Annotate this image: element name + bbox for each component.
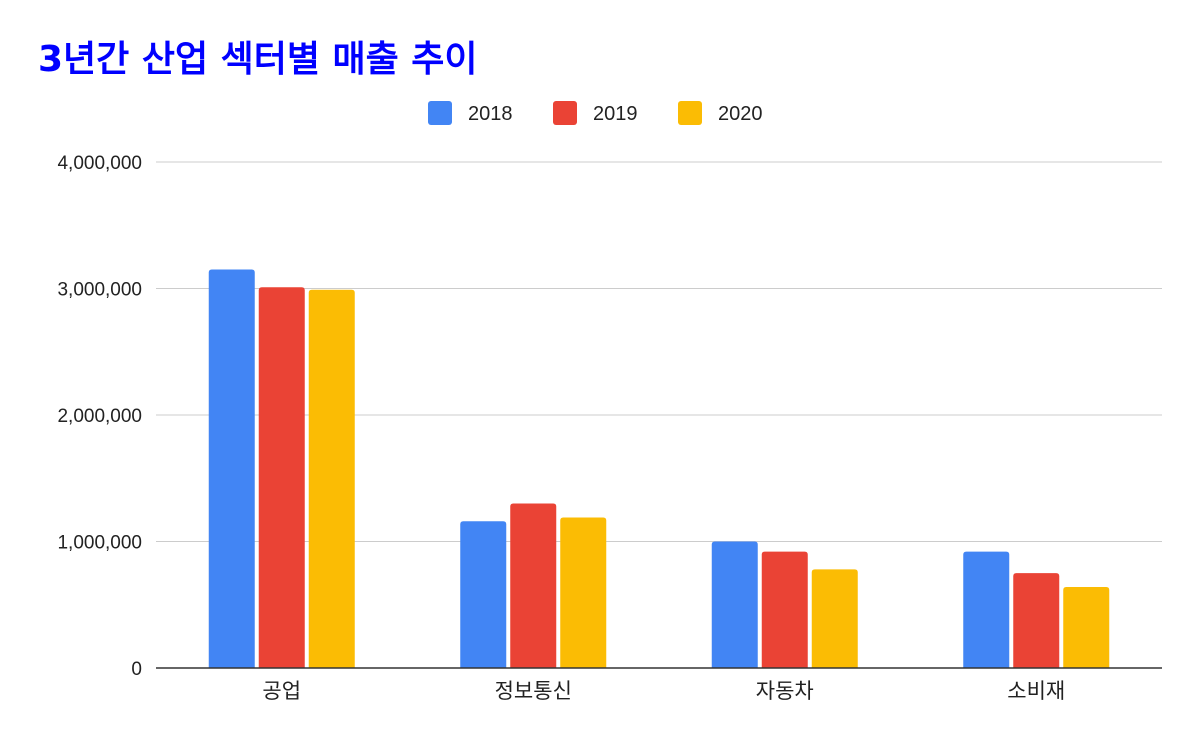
legend-swatch-2018 xyxy=(428,101,452,125)
bar-2018-0 xyxy=(208,269,255,668)
bars xyxy=(208,269,1110,668)
y-tick-labels: 0 1,000,000 2,000,000 3,000,000 4,000,000 xyxy=(57,153,142,680)
bar-2020-2 xyxy=(811,569,858,668)
bar-2020-0 xyxy=(308,289,355,668)
bar-2019-3 xyxy=(1013,573,1060,668)
bar-2019-2 xyxy=(761,551,808,668)
legend-swatch-2019 xyxy=(553,101,577,125)
bar-2018-1 xyxy=(460,521,507,668)
y-tick-label: 0 xyxy=(131,659,142,680)
bar-2020-1 xyxy=(560,517,607,668)
y-tick-label: 2,000,000 xyxy=(57,406,142,427)
bar-2018-2 xyxy=(711,541,758,668)
chart-title: 3년간 산업 섹터별 매출 추이 xyxy=(38,39,478,80)
legend-label: 2020 xyxy=(718,103,763,125)
category-label: 소비재 xyxy=(1007,679,1065,703)
category-label: 정보통신 xyxy=(495,679,572,703)
legend-label: 2018 xyxy=(468,103,513,125)
legend-swatch-2020 xyxy=(678,101,702,125)
bar-2019-0 xyxy=(258,287,305,668)
legend-label: 2019 xyxy=(593,103,638,125)
bar-2020-3 xyxy=(1063,587,1110,668)
bar-2018-3 xyxy=(963,551,1010,668)
legend: 2018 2019 2020 xyxy=(428,101,763,125)
category-label: 공업 xyxy=(262,679,301,703)
category-label: 자동차 xyxy=(756,679,814,703)
gridlines xyxy=(156,161,1162,542)
y-tick-label: 4,000,000 xyxy=(57,153,142,174)
category-labels: 공업 정보통신 자동차 소비재 xyxy=(262,679,1065,703)
y-tick-label: 1,000,000 xyxy=(57,533,142,554)
y-tick-label: 3,000,000 xyxy=(57,280,142,301)
bar-2019-1 xyxy=(510,503,557,668)
